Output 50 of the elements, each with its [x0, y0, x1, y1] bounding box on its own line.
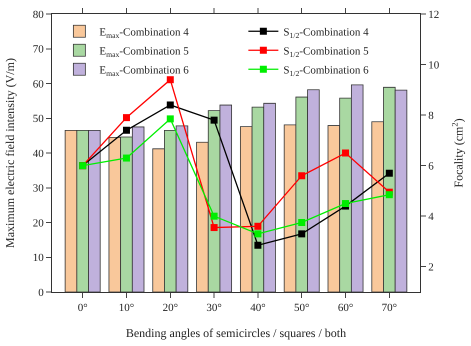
point: [166, 76, 174, 84]
y2-tick-label: 2: [428, 262, 434, 274]
point: [342, 200, 350, 208]
x-axis-title: Bending angles of semicircles / squares / both: [126, 326, 346, 340]
y-tick-label: 10: [32, 252, 44, 264]
y-tick-label: 80: [32, 8, 44, 21]
y2-tick-label: 8: [428, 110, 434, 122]
y-tick-label: 20: [32, 217, 44, 230]
point: [386, 170, 393, 177]
y-axis-title: Maximum electric field intensity (V/m): [3, 58, 18, 248]
point: [122, 154, 130, 162]
point: [342, 150, 350, 156]
x-tick-label: 0°: [78, 302, 88, 314]
x-tick-label: 20°: [162, 302, 178, 314]
legend-label: S$_{1/2}$-Combination 6: [283, 64, 370, 78]
point: [298, 172, 306, 180]
x-tick-label: 30°: [206, 302, 222, 314]
y-tick-label: 30: [32, 182, 44, 195]
y-tick-label: 50: [32, 113, 44, 126]
y-tick-label: 40: [32, 148, 44, 160]
x-tick-label: 10°: [118, 302, 134, 314]
legend-label: E$_{max}$-Combination 5: [99, 46, 190, 59]
x-tick-label: 40°: [250, 302, 266, 314]
y-tick-label: 70: [32, 44, 44, 56]
point: [254, 242, 262, 249]
point: [166, 101, 174, 108]
point: [122, 126, 130, 134]
point: [122, 114, 130, 122]
x-tick-label: 60°: [338, 302, 354, 314]
point: [298, 230, 306, 238]
point: [298, 219, 306, 226]
y-tick-label: 0: [38, 286, 44, 299]
x-tick-label: 70°: [382, 302, 398, 314]
y-tick-label: 60: [32, 78, 44, 90]
y2-tick-label: 6: [428, 160, 434, 172]
legend-label: S$_{1/2}$-Combination 5: [283, 46, 370, 59]
point: [210, 116, 218, 124]
legend-label: E$_{max}$-Combination 6: [99, 64, 190, 78]
legend-label: S$_{1/2}$-Combination 4: [283, 26, 370, 40]
point: [210, 224, 218, 232]
point: [254, 230, 262, 238]
point: [254, 222, 262, 230]
y2-tick-label: 4: [428, 211, 434, 224]
point: [210, 212, 218, 220]
point: [166, 115, 174, 122]
y2-tick-label: 12: [428, 8, 440, 21]
legend-label: E$_{max}$-Combination 4: [99, 26, 190, 40]
x-tick-label: 50°: [294, 302, 310, 314]
point: [386, 191, 393, 198]
y2-tick-label: 10: [428, 59, 440, 72]
